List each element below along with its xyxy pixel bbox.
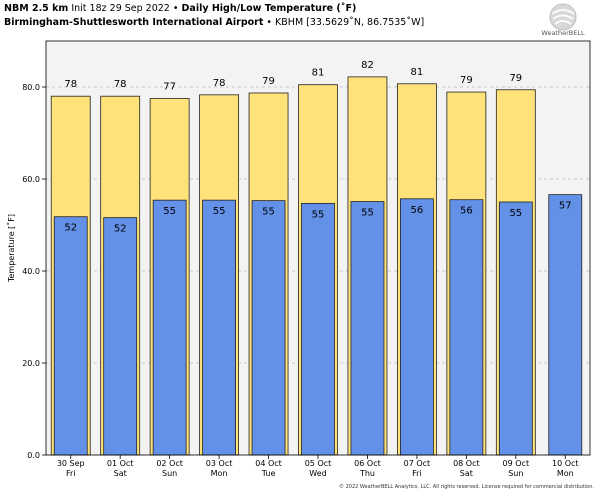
station-name: Birmingham-Shuttlesworth International A… <box>4 17 264 28</box>
x-tick-day: Thu <box>359 469 375 478</box>
y-tick-label: 0.0 <box>27 451 40 460</box>
x-tick-day: Fri <box>66 469 76 478</box>
weatherbell-logo: WeatherBELL <box>541 3 585 37</box>
x-tick-date: 08 Oct <box>453 459 480 468</box>
x-tick-date: 07 Oct <box>404 459 431 468</box>
chart-header-line1: NBM 2.5 km Init 18z 29 Sep 2022 • Daily … <box>4 3 356 14</box>
x-tick-date: 10 Oct <box>552 459 579 468</box>
x-tick-day: Wed <box>309 469 326 478</box>
chart-header-line2: Birmingham-Shuttlesworth International A… <box>4 17 424 28</box>
low-temp-label: 57 <box>559 201 572 212</box>
low-temp-label: 56 <box>460 206 473 217</box>
low-temp-bar <box>301 202 335 456</box>
header-separator-2: • <box>266 17 273 28</box>
plot-frame <box>45 40 591 456</box>
low-temp-bar <box>251 200 286 456</box>
x-tick-date: 30 Sep <box>57 459 85 468</box>
station-info: KBHM [33.5629˚N, 86.7535˚W] <box>275 17 425 28</box>
logo-text: WeatherBELL <box>541 29 585 37</box>
low-temp-label: 55 <box>361 208 374 219</box>
x-tick-day: Sat <box>460 469 473 478</box>
bars: 78 52 78 52 77 55 78 55 79 55 81 55 82 55 81 56 79 56 79 55… <box>50 60 583 456</box>
high-temp-label: 78 <box>114 79 127 90</box>
x-tick-date: 03 Oct <box>206 459 233 468</box>
high-temp-label: 78 <box>64 79 77 90</box>
x-tick-day: Mon <box>211 469 228 478</box>
copyright-footer: © 2022 WeatherBELL Analytics, LLC. All r… <box>339 484 594 490</box>
y-axis-label: Temperature [˚F] <box>6 214 16 283</box>
x-tick-date: 09 Oct <box>503 459 530 468</box>
x-tick-day: Sat <box>114 469 127 478</box>
x-tick-date: 02 Oct <box>156 459 183 468</box>
high-temp-label: 82 <box>361 60 374 71</box>
high-temp-label: 81 <box>312 68 325 79</box>
low-temp-bar <box>152 199 187 456</box>
low-temp-bar <box>103 217 138 456</box>
low-temp-label: 55 <box>163 206 176 217</box>
header-separator: • <box>172 3 179 14</box>
y-tick-label: 20.0 <box>22 359 40 368</box>
x-tick-day: Sun <box>162 469 177 478</box>
model-name: NBM 2.5 km <box>4 3 69 14</box>
low-temp-label: 55 <box>213 206 226 217</box>
x-tick-day: Fri <box>412 469 422 478</box>
y-tick-label: 60.0 <box>22 175 40 184</box>
low-temp-bar <box>350 201 385 456</box>
x-tick-day: Tue <box>261 469 276 478</box>
low-temp-bar <box>548 194 583 456</box>
low-temp-bar <box>449 199 484 456</box>
x-tick-date: 06 Oct <box>354 459 381 468</box>
x-tick-date: 01 Oct <box>107 459 134 468</box>
low-temp-label: 52 <box>114 224 127 235</box>
high-temp-label: 81 <box>411 67 424 78</box>
low-temp-label: 55 <box>509 208 522 219</box>
high-temp-label: 78 <box>213 78 226 89</box>
high-temp-label: 77 <box>163 82 176 93</box>
low-temp-bar <box>53 216 88 456</box>
x-tick-day: Mon <box>557 469 574 478</box>
y-axis: 0.0 20.0 40.0 60.0 80.0 <box>22 83 46 460</box>
x-tick-date: 05 Oct <box>305 459 332 468</box>
x-tick-date: 04 Oct <box>255 459 282 468</box>
init-time: Init 18z 29 Sep 2022 <box>71 3 170 14</box>
low-temp-label: 55 <box>312 209 325 220</box>
low-temp-label: 55 <box>262 207 275 218</box>
high-temp-label: 79 <box>262 76 275 87</box>
low-temp-bar <box>202 199 236 456</box>
low-temp-bar <box>498 201 533 456</box>
y-tick-label: 80.0 <box>22 83 40 92</box>
high-temp-label: 79 <box>460 75 473 86</box>
high-temp-label: 79 <box>509 73 522 84</box>
low-temp-label: 52 <box>64 223 77 234</box>
x-tick-day: Sun <box>508 469 523 478</box>
y-tick-label: 40.0 <box>22 267 40 276</box>
product-name: Daily High/Low Temperature (˚F) <box>181 3 357 14</box>
low-temp-bar <box>400 198 434 456</box>
low-temp-label: 56 <box>411 205 424 216</box>
